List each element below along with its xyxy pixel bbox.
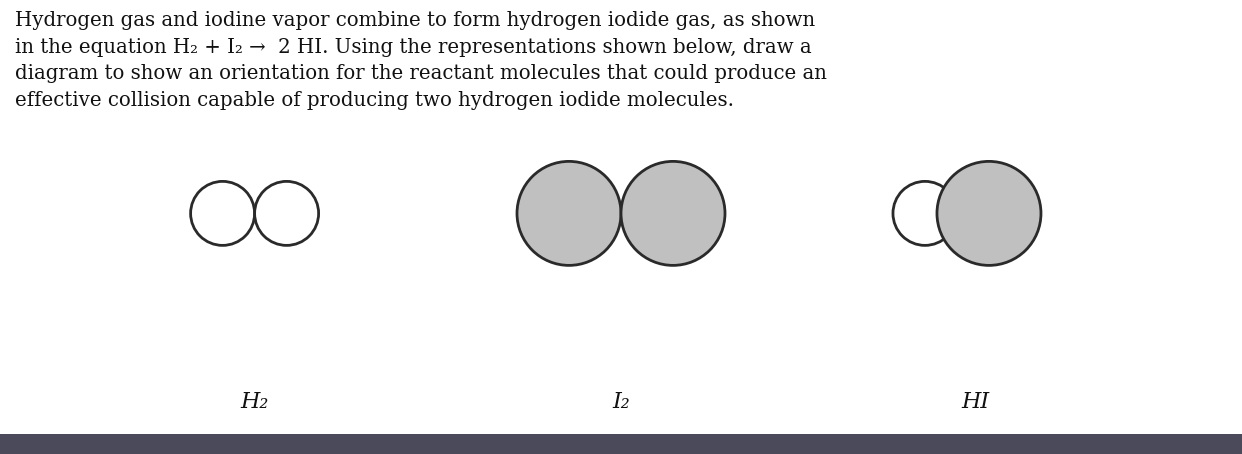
Text: Hydrogen gas and iodine vapor combine to form hydrogen iodide gas, as shown
in t: Hydrogen gas and iodine vapor combine to… [15,11,827,110]
Text: I₂: I₂ [612,391,630,413]
Ellipse shape [893,182,958,245]
Text: HI: HI [961,391,989,413]
Text: H₂: H₂ [241,391,268,413]
Ellipse shape [255,182,319,245]
Ellipse shape [936,161,1041,266]
Bar [0,434,1242,454]
Ellipse shape [621,161,725,266]
Ellipse shape [190,182,255,245]
Ellipse shape [517,161,621,266]
